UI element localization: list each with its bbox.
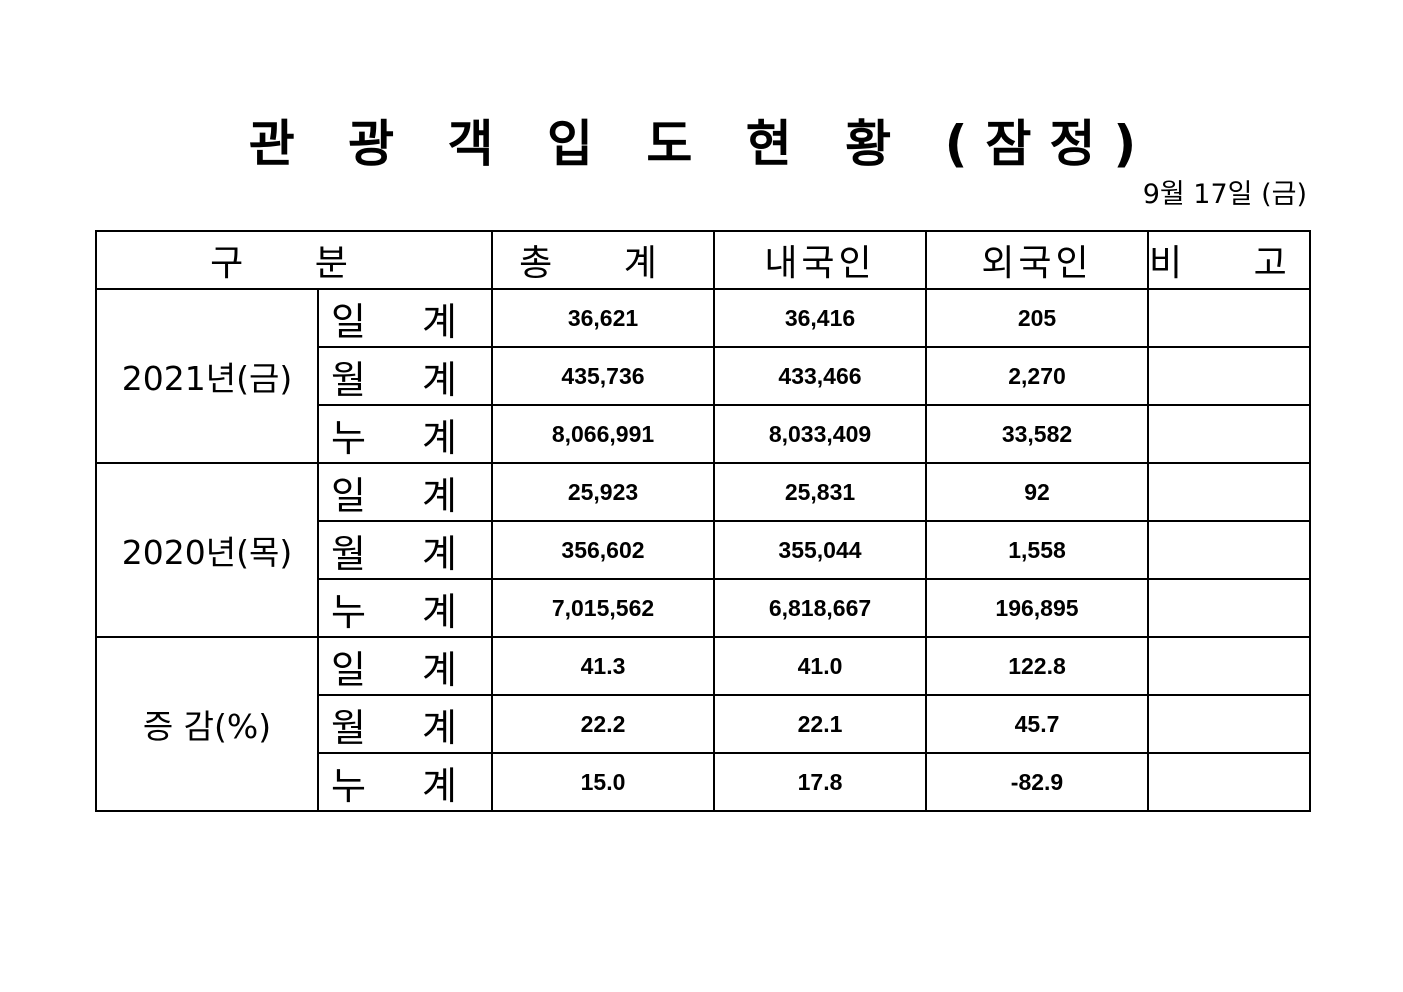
- foreign-cell: 33,582: [925, 404, 1149, 464]
- report-date: 9월 17일 (금): [1142, 179, 1307, 210]
- header-remarks: 비 고: [1147, 230, 1311, 290]
- remarks-cell: [1147, 694, 1311, 754]
- row-label: 월 계: [317, 346, 493, 406]
- group-label-2020: 2020년(목): [95, 462, 319, 638]
- row-label: 일 계: [317, 636, 493, 696]
- total-cell: 25,923: [491, 462, 715, 522]
- domestic-cell: 8,033,409: [713, 404, 927, 464]
- remarks-cell: [1147, 520, 1311, 580]
- table-row: 월 계 435,736 433,466 2,270: [96, 346, 1311, 406]
- domestic-cell: 17.8: [713, 752, 927, 812]
- remarks-cell: [1147, 578, 1311, 638]
- foreign-cell: 205: [925, 288, 1149, 348]
- row-label: 월 계: [317, 520, 493, 580]
- domestic-cell: 41.0: [713, 636, 927, 696]
- remarks-cell: [1147, 462, 1311, 522]
- domestic-cell: 433,466: [713, 346, 927, 406]
- table-row: 월 계 356,602 355,044 1,558: [96, 520, 1311, 580]
- page-title: 관 광 객 입 도 현 황 (잠정): [248, 115, 1155, 173]
- domestic-cell: 6,818,667: [713, 578, 927, 638]
- foreign-cell: 2,270: [925, 346, 1149, 406]
- total-cell: 435,736: [491, 346, 715, 406]
- tourist-arrivals-table: 구 분 총 계 내국인 외국인 비 고 2021년(금) 일 계 36,621 …: [95, 230, 1311, 812]
- header-total: 총 계: [491, 230, 715, 290]
- row-label: 누 계: [317, 578, 493, 638]
- domestic-cell: 355,044: [713, 520, 927, 580]
- remarks-cell: [1147, 636, 1311, 696]
- domestic-cell: 25,831: [713, 462, 927, 522]
- row-label: 월 계: [317, 694, 493, 754]
- table-row: 증 감(%) 일 계 41.3 41.0 122.8: [95, 636, 1311, 812]
- foreign-cell: 196,895: [925, 578, 1149, 638]
- total-cell: 36,621: [491, 288, 715, 348]
- row-label: 일 계: [317, 288, 493, 348]
- total-cell: 15.0: [491, 752, 715, 812]
- table-row: 누 계 7,015,562 6,818,667 196,895: [96, 578, 1311, 638]
- row-label: 일 계: [317, 462, 493, 522]
- foreign-cell: -82.9: [925, 752, 1149, 812]
- remarks-cell: [1147, 346, 1311, 406]
- header-foreign: 외국인: [925, 230, 1149, 290]
- total-cell: 8,066,991: [491, 404, 715, 464]
- total-cell: 7,015,562: [491, 578, 715, 638]
- total-cell: 356,602: [491, 520, 715, 580]
- domestic-cell: 36,416: [713, 288, 927, 348]
- header-category: 구 분: [95, 230, 493, 290]
- header-domestic: 내국인: [713, 230, 927, 290]
- table-row: 누 계 15.0 17.8 -82.9: [96, 752, 1311, 812]
- foreign-cell: 92: [925, 462, 1149, 522]
- group-label-2021: 2021년(금): [95, 288, 319, 464]
- table-row: 누 계 8,066,991 8,033,409 33,582: [96, 404, 1311, 464]
- remarks-cell: [1147, 404, 1311, 464]
- foreign-cell: 45.7: [925, 694, 1149, 754]
- domestic-cell: 22.1: [713, 694, 927, 754]
- table-row: 월 계 22.2 22.1 45.7: [96, 694, 1311, 754]
- foreign-cell: 122.8: [925, 636, 1149, 696]
- total-cell: 41.3: [491, 636, 715, 696]
- table-row: 2020년(목) 일 계 25,923 25,831 92: [95, 462, 1311, 638]
- total-cell: 22.2: [491, 694, 715, 754]
- remarks-cell: [1147, 752, 1311, 812]
- remarks-cell: [1147, 288, 1311, 348]
- group-label-change: 증 감(%): [95, 636, 319, 812]
- foreign-cell: 1,558: [925, 520, 1149, 580]
- row-label: 누 계: [317, 404, 493, 464]
- header-row: 구 분 총 계 내국인 외국인 비 고: [95, 230, 1311, 290]
- table-row: 2021년(금) 일 계 36,621 36,416 205: [95, 288, 1311, 464]
- row-label: 누 계: [317, 752, 493, 812]
